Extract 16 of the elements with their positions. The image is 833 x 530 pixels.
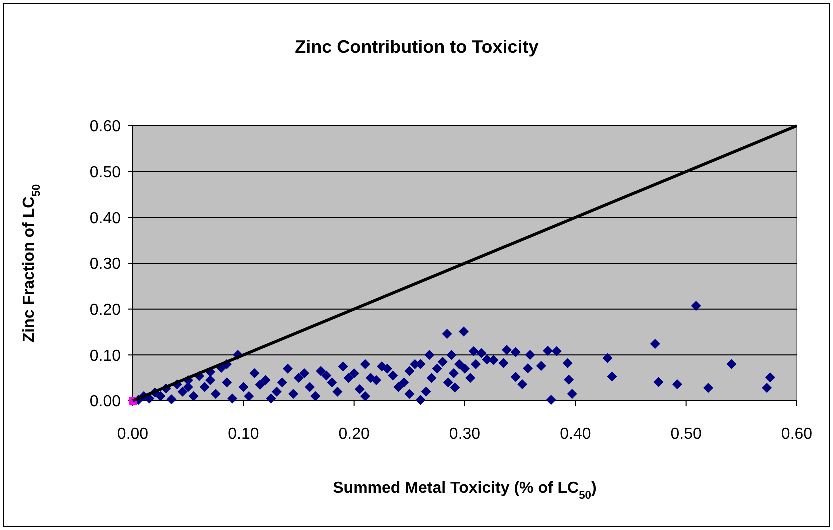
y-tick-label: 0.30 [90, 256, 122, 274]
y-tick-label: 0.20 [90, 302, 122, 319]
x-tick-label: 0.10 [228, 426, 260, 443]
y-tick-label: 0.40 [90, 210, 122, 228]
y-tick-label: 0.00 [90, 394, 122, 411]
x-tick-label: 0.00 [117, 426, 149, 443]
x-tick-label: 0.40 [560, 426, 592, 443]
x-tick-label: 0.30 [449, 426, 481, 443]
x-axis-title: Summed Metal Toxicity (% of LC$_{50}$) [333, 480, 597, 502]
chart-title: Zinc Contribution to Toxicity [295, 37, 539, 57]
y-tick-label: 0.50 [90, 164, 122, 182]
x-tick-label: 0.60 [781, 426, 813, 443]
y-tick-label: 0.10 [90, 348, 122, 365]
y-tick-label: 0.60 [90, 118, 122, 136]
x-tick-label: 0.50 [670, 426, 702, 443]
x-tick-label: 0.20 [338, 426, 370, 443]
